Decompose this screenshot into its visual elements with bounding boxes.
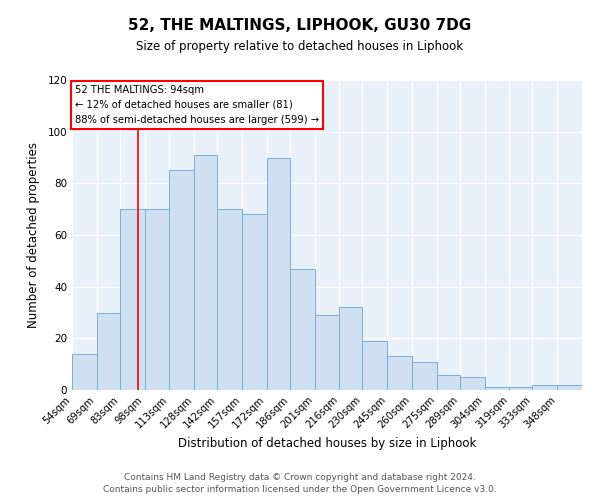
Bar: [460, 377, 485, 390]
Text: Contains HM Land Registry data © Crown copyright and database right 2024.: Contains HM Land Registry data © Crown c…: [124, 473, 476, 482]
Y-axis label: Number of detached properties: Number of detached properties: [28, 142, 40, 328]
Text: Size of property relative to detached houses in Liphook: Size of property relative to detached ho…: [136, 40, 464, 53]
Bar: [169, 170, 194, 390]
X-axis label: Distribution of detached houses by size in Liphook: Distribution of detached houses by size …: [178, 438, 476, 450]
Bar: [557, 385, 582, 390]
Bar: [509, 388, 532, 390]
Bar: [362, 341, 387, 390]
Bar: [437, 374, 460, 390]
Bar: [120, 209, 145, 390]
Bar: [290, 268, 314, 390]
Text: 52, THE MALTINGS, LIPHOOK, GU30 7DG: 52, THE MALTINGS, LIPHOOK, GU30 7DG: [128, 18, 472, 32]
Bar: [485, 388, 509, 390]
Bar: [97, 312, 120, 390]
Text: Contains public sector information licensed under the Open Government Licence v3: Contains public sector information licen…: [103, 484, 497, 494]
Bar: [340, 308, 362, 390]
Bar: [194, 155, 217, 390]
Bar: [532, 385, 557, 390]
Bar: [242, 214, 267, 390]
Bar: [72, 354, 97, 390]
Bar: [145, 209, 169, 390]
Bar: [217, 209, 242, 390]
Bar: [412, 362, 437, 390]
Bar: [314, 315, 340, 390]
Text: 52 THE MALTINGS: 94sqm
← 12% of detached houses are smaller (81)
88% of semi-det: 52 THE MALTINGS: 94sqm ← 12% of detached…: [76, 85, 319, 125]
Bar: [267, 158, 290, 390]
Bar: [387, 356, 412, 390]
